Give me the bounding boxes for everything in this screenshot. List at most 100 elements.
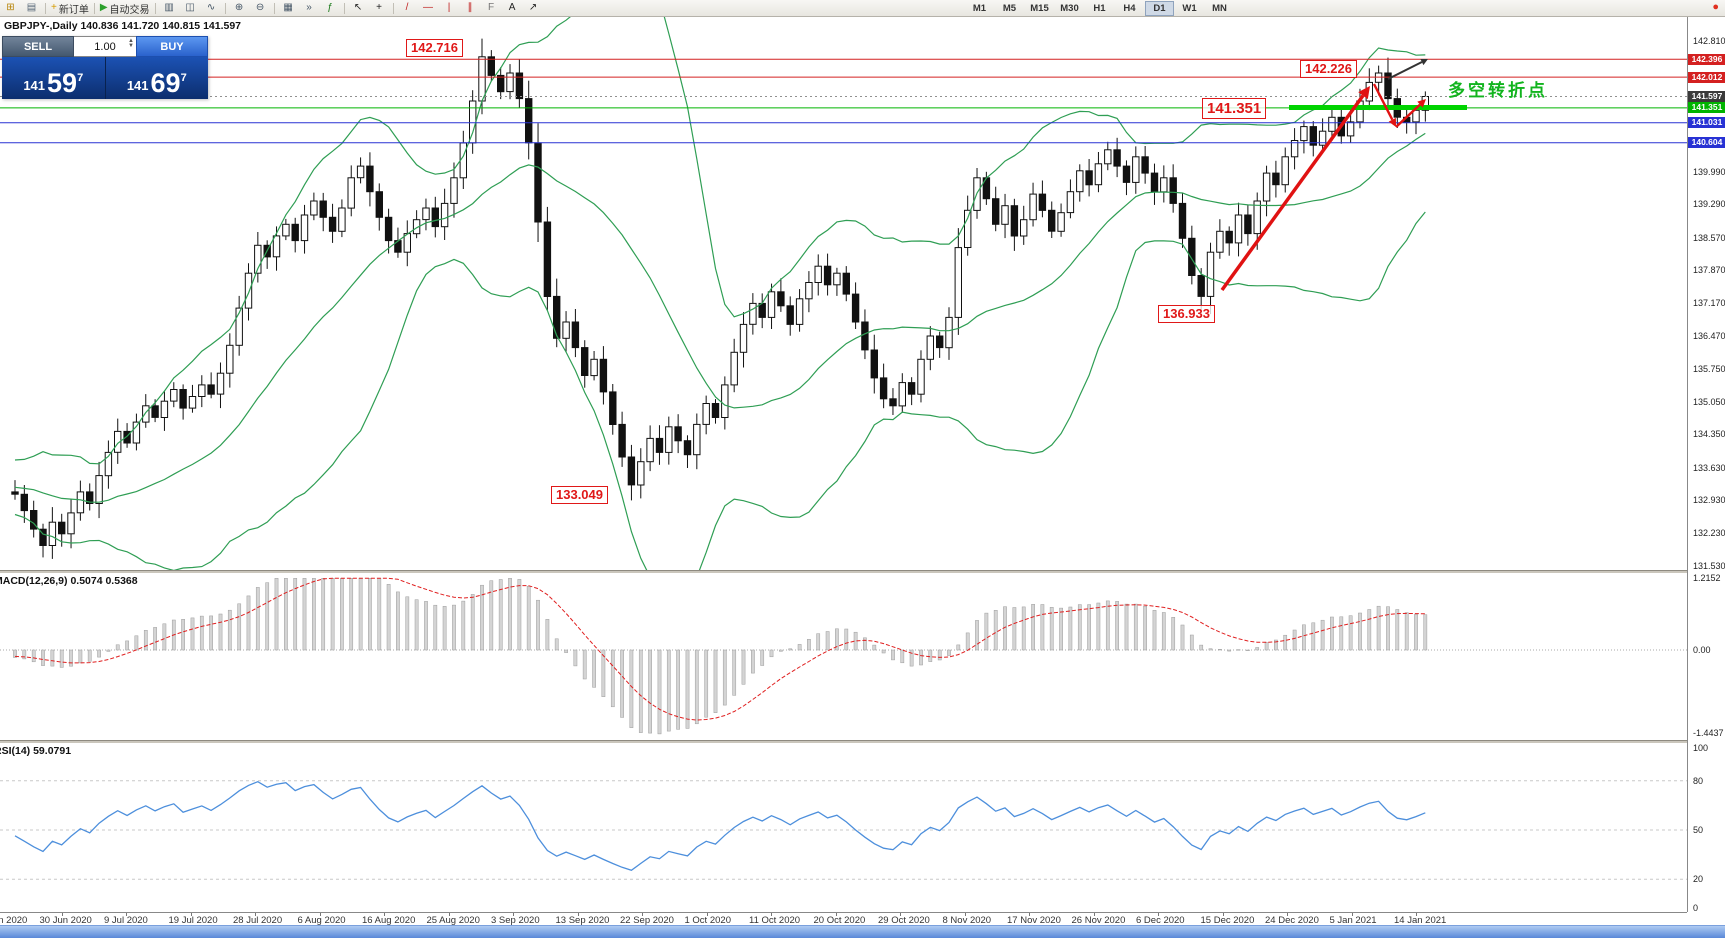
- volume-input[interactable]: 1.00 ▲ ▼: [74, 36, 136, 57]
- date-label: 28 Jul 2020: [233, 915, 283, 926]
- spinner-down-icon[interactable]: ▼: [128, 43, 134, 49]
- macd-header: MACD(12,26,9) 0.5074 0.5368: [0, 575, 138, 587]
- auto-scroll-icon[interactable]: »: [299, 1, 320, 15]
- date-tick: [577, 913, 579, 916]
- macd-scale-label: 0.00: [1693, 645, 1711, 655]
- bid-pipette: 7: [77, 72, 84, 84]
- rsi-scale-label: 0: [1693, 903, 1699, 913]
- price-callout-141351[interactable]: 141.351: [1202, 98, 1267, 119]
- cursor-icon[interactable]: ↖: [348, 1, 369, 15]
- new-order-button[interactable]: + 新订单: [49, 1, 91, 16]
- date-tick: [61, 913, 63, 916]
- toolbar-separator: [154, 2, 156, 14]
- indicators-icon: ƒ: [327, 2, 333, 13]
- record-icon[interactable]: ●: [1712, 1, 1719, 13]
- candlestick-icon[interactable]: ◫: [180, 1, 201, 15]
- macd-scale-label: -1.4437: [1693, 728, 1724, 738]
- rsi-panel-canvas[interactable]: [0, 742, 1687, 912]
- sell-button[interactable]: SELL: [2, 36, 74, 57]
- date-label: 22 Jun 2020: [0, 915, 28, 926]
- turning-point-text[interactable]: 多空转折点: [1448, 81, 1548, 100]
- date-tick: [1222, 913, 1224, 916]
- timeframe-button-w1[interactable]: W1: [1182, 3, 1197, 14]
- autotrading-button[interactable]: ▶ 自动交易: [98, 1, 152, 16]
- equidistant-channel-icon[interactable]: ∥: [460, 1, 481, 15]
- main-chart-canvas[interactable]: [0, 17, 1687, 570]
- macd-panel-separator[interactable]: [0, 570, 1725, 573]
- date-axis[interactable]: 22 Jun 2020 30 Jun 2020 9 Jul 2020 19 Jul 2…: [0, 912, 1687, 927]
- ask-price[interactable]: 141 69 7: [106, 57, 209, 99]
- volume-spinner[interactable]: ▲ ▼: [128, 38, 134, 49]
- spinner-up-icon[interactable]: ▲: [128, 38, 134, 44]
- arrow-tool-icon[interactable]: ↗: [523, 1, 544, 15]
- timeframe-button-m30[interactable]: M30: [1060, 3, 1079, 14]
- date-label: 22 Sep 2020: [620, 915, 674, 926]
- date-tick: [384, 913, 385, 916]
- crosshair-icon[interactable]: +: [369, 1, 390, 15]
- ask-pips: 69: [150, 68, 181, 98]
- indicators-icon[interactable]: ƒ: [320, 1, 341, 15]
- timeframe-button-h4[interactable]: H4: [1123, 3, 1136, 14]
- buy-button[interactable]: BUY: [136, 36, 208, 57]
- date-label: 3 Sep 2020: [491, 915, 540, 926]
- line-chart-icon[interactable]: ∿: [201, 1, 222, 15]
- line-chart-icon: ∿: [206, 2, 216, 13]
- timeframe-button-h1[interactable]: H1: [1093, 3, 1106, 14]
- price-tick-label: 135.750: [1693, 364, 1725, 375]
- date-label: 14 Jan 2021: [1394, 915, 1447, 926]
- date-label: 16 Aug 2020: [362, 915, 416, 926]
- bid-price[interactable]: 141 59 7: [2, 57, 105, 99]
- date-label: 24 Dec 2020: [1265, 915, 1319, 926]
- tile-windows-icon[interactable]: ▦: [278, 1, 299, 15]
- date-tick: [1351, 913, 1353, 916]
- price-scale[interactable]: 142.810 139.990 139.290 138.570 137.870 137.1…: [1687, 17, 1725, 913]
- rsi-scale-label: 80: [1693, 776, 1704, 786]
- text-label-icon[interactable]: A: [502, 1, 523, 15]
- date-tick: [642, 913, 643, 916]
- horizontal-line-icon[interactable]: —: [418, 1, 439, 15]
- price-divider: [104, 57, 106, 99]
- timeframe-button-m15[interactable]: M15: [1030, 3, 1049, 14]
- price-callout-142226[interactable]: 142.226: [1300, 60, 1357, 78]
- price-callout-133049[interactable]: 133.049: [551, 486, 608, 504]
- timeframe-button-m5[interactable]: M5: [1002, 3, 1017, 14]
- zoom-out-icon[interactable]: ⊖: [250, 1, 271, 15]
- bar-chart-icon[interactable]: ▥: [159, 1, 180, 15]
- price-callout-136933[interactable]: 136.933: [1158, 305, 1215, 323]
- turning-point-level-line[interactable]: [1289, 105, 1467, 110]
- timeframe-toolbar: M1 M5 M15 M30 H1 H4 D1 W1 MN: [965, 1, 1235, 16]
- crosshair-icon: +: [376, 2, 382, 13]
- bid-whole: 141: [23, 78, 46, 93]
- date-tick: [190, 913, 192, 916]
- toolbar-separator: [343, 2, 345, 14]
- price-tag-141351: 141.351: [1688, 102, 1725, 114]
- new-chart-icon[interactable]: ⊞: [0, 1, 21, 15]
- price-tick-label: 142.810: [1693, 35, 1725, 46]
- new-chart-icon: ⊞: [6, 2, 15, 13]
- chart-profiles-icon[interactable]: ▤: [21, 1, 42, 15]
- text-label-icon: A: [508, 2, 516, 13]
- macd-panel-canvas[interactable]: [0, 572, 1687, 740]
- rsi-panel-separator[interactable]: [0, 740, 1725, 743]
- date-label: 1 Oct 2020: [684, 915, 731, 926]
- price-tag-142012: 142.012: [1688, 71, 1725, 83]
- date-tick: [255, 913, 256, 916]
- date-label: 5 Jan 2021: [1329, 915, 1377, 926]
- fibonacci-icon[interactable]: F: [481, 1, 502, 15]
- price-callout-142716[interactable]: 142.716: [406, 39, 463, 57]
- date-tick: [1287, 913, 1288, 916]
- date-label: 30 Jun 2020: [39, 915, 92, 926]
- date-label: 8 Nov 2020: [942, 915, 992, 926]
- chart-ohlc-header: GBPJPY-,Daily 140.836 141.720 140.815 14…: [4, 20, 242, 32]
- main-toolbar: ⊞ ▤ + 新订单 ▶ 自动交易 ▥ ◫ ∿ ⊕ ⊖ ▦» ƒ ↖ + / — | ∥ F A ↗ M1 M5 M15 M30 H…: [0, 0, 1725, 17]
- date-tick: [448, 913, 450, 916]
- timeframe-button-d1[interactable]: D1: [1145, 1, 1174, 16]
- bottom-status-strip: [0, 925, 1725, 938]
- timeframe-button-mn[interactable]: MN: [1212, 3, 1227, 14]
- rsi-scale-label: 20: [1693, 874, 1704, 884]
- timeframe-button-m1[interactable]: M1: [972, 3, 987, 14]
- vertical-line-icon[interactable]: |: [439, 1, 460, 15]
- zoom-in-icon[interactable]: ⊕: [229, 1, 250, 15]
- trendline-icon[interactable]: /: [397, 1, 418, 15]
